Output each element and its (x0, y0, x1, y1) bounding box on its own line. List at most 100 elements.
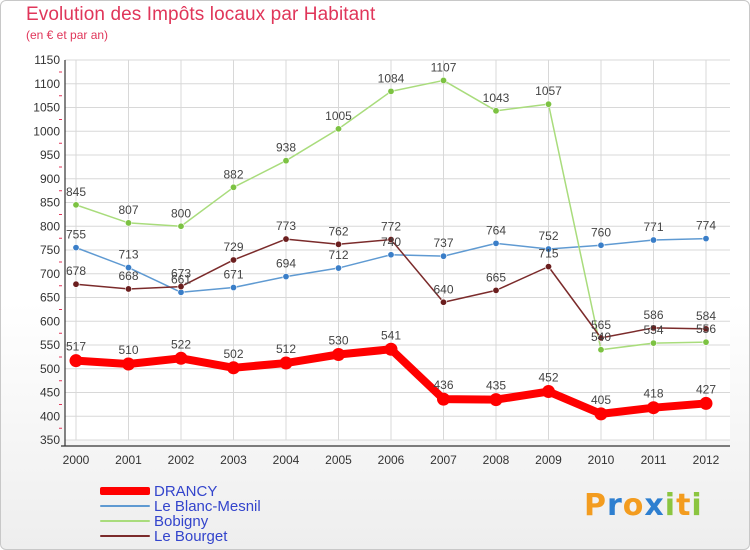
data-point (279, 356, 293, 370)
series-layer (69, 76, 713, 421)
data-label: 729 (223, 240, 243, 254)
data-label: 661 (171, 272, 191, 286)
data-point (702, 338, 710, 346)
data-point (69, 354, 83, 368)
data-point (649, 324, 657, 332)
data-point (334, 240, 342, 248)
data-label: 755 (66, 228, 86, 242)
data-label: 522 (171, 337, 191, 351)
data-label: 556 (696, 322, 716, 336)
y-tick-label: 1150 (34, 53, 60, 67)
data-point (702, 235, 710, 243)
data-label: 512 (276, 342, 296, 356)
y-tick-label: 400 (40, 409, 60, 423)
data-label: 452 (538, 371, 558, 385)
data-label: 694 (276, 257, 296, 271)
data-labels: 755 713 661 671 694 712 740 737 764 752 760 771 774 8… (66, 60, 716, 406)
data-point (230, 256, 238, 264)
data-point (387, 87, 395, 95)
data-label: 665 (486, 270, 506, 284)
data-point (384, 342, 398, 356)
legend-label-drancy: DRANCY (154, 483, 218, 500)
data-label: 678 (66, 264, 86, 278)
data-label: 712 (328, 248, 348, 262)
data-label: 1005 (325, 109, 352, 123)
data-point (544, 263, 552, 271)
data-point (649, 236, 657, 244)
logo-letter: i (691, 488, 703, 523)
data-point (125, 264, 133, 272)
y-tick-label: 600 (40, 314, 60, 328)
data-label: 1057 (535, 84, 562, 98)
data-point (174, 351, 188, 365)
legend-swatch-le-blanc-mesnil (100, 505, 150, 507)
y-tick-label: 650 (40, 291, 60, 305)
chart-subtitle: (en € et par an) (26, 28, 109, 42)
data-point (492, 239, 500, 247)
data-label: 640 (433, 282, 453, 296)
logo-letter: r (607, 488, 623, 523)
data-point (282, 157, 290, 165)
data-point (439, 252, 447, 260)
y-tick-label: 350 (40, 433, 60, 447)
data-point (544, 100, 552, 108)
y-tick-label: 1100 (34, 77, 60, 91)
x-tick-label: 2010 (588, 453, 615, 467)
data-point (597, 241, 605, 249)
data-label: 1084 (378, 71, 405, 85)
data-label: 764 (486, 223, 506, 237)
data-label: 540 (591, 330, 611, 344)
x-tick-label: 2004 (273, 453, 300, 467)
data-label: 772 (381, 220, 401, 234)
data-label: 427 (696, 382, 716, 396)
y-tick-label: 800 (40, 219, 60, 233)
proxiti-logo: Proxiti (584, 488, 703, 523)
x-tick-label: 2006 (378, 453, 405, 467)
y-tick-label: 750 (40, 243, 60, 257)
data-label: 405 (591, 393, 611, 407)
data-label: 517 (66, 340, 86, 354)
data-label: 762 (328, 224, 348, 238)
data-point (125, 219, 133, 227)
x-tick-label: 2012 (693, 453, 720, 467)
data-label: 773 (276, 219, 296, 233)
data-point (177, 222, 185, 230)
data-label: 530 (328, 334, 348, 348)
axes: 350 400 450 500 550 600 650 700 750 800 850 900 950 1… (33, 53, 730, 467)
data-label: 673 (171, 267, 191, 281)
x-tick-label: 2005 (325, 453, 352, 467)
logo-letter: t (676, 488, 692, 523)
data-point (437, 392, 450, 406)
data-label: 502 (223, 347, 243, 361)
data-label: 807 (118, 203, 138, 217)
data-label: 435 (486, 379, 506, 393)
data-label: 752 (538, 229, 558, 243)
data-point (125, 285, 133, 293)
y-tick-label: 500 (40, 362, 60, 376)
logo-letter: i (664, 488, 677, 523)
x-tick-label: 2000 (63, 453, 90, 467)
data-point (597, 334, 605, 342)
data-label: 668 (118, 269, 138, 283)
data-point (492, 286, 500, 294)
y-tick-label: 900 (40, 172, 60, 186)
data-label: 771 (643, 220, 663, 234)
data-label: 1107 (431, 60, 457, 74)
data-point (122, 357, 135, 371)
x-tick-label: 2011 (641, 453, 667, 467)
logo-letter: x (644, 488, 665, 523)
legend-label-bobigny: Bobigny (154, 513, 209, 530)
grid (65, 59, 730, 441)
x-tick-label: 2009 (535, 453, 562, 467)
data-label: 1043 (483, 91, 510, 105)
data-point (439, 76, 447, 84)
data-point (230, 183, 238, 191)
legend-label-le-blanc-mesnil: Le Blanc-Mesnil (154, 498, 261, 515)
data-point (544, 245, 552, 253)
y-tick-label: 850 (40, 196, 60, 210)
data-point (649, 339, 657, 347)
data-label: 882 (223, 167, 243, 181)
legend-swatch-le-bourget (100, 535, 150, 537)
data-label: 715 (538, 247, 558, 261)
data-point (597, 346, 605, 354)
